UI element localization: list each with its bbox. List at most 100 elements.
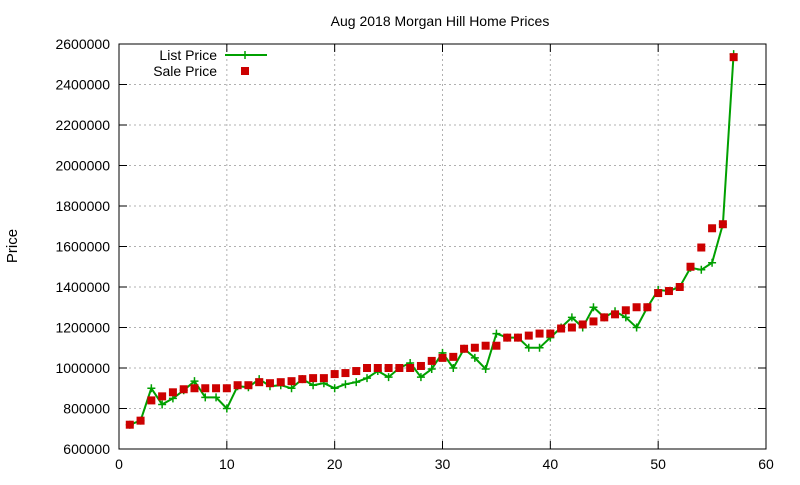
y-tick-label: 1200000 xyxy=(55,320,110,336)
list-price-point xyxy=(190,377,199,386)
list-price-series xyxy=(125,50,738,429)
sale-price-point xyxy=(718,220,727,229)
x-tick-label: 50 xyxy=(650,456,666,472)
list-price-point xyxy=(384,373,393,382)
x-tick-label: 60 xyxy=(758,456,774,472)
list-price-point xyxy=(341,380,350,389)
sale-price-point xyxy=(438,353,447,362)
list-price-point xyxy=(416,373,425,382)
sale-price-point xyxy=(449,352,458,361)
sale-price-point xyxy=(470,343,479,352)
y-tick-label: 2200000 xyxy=(55,117,110,133)
list-price-point xyxy=(147,384,156,393)
y-tick-label: 600000 xyxy=(63,441,110,457)
x-tick-label: 40 xyxy=(543,456,559,472)
sale-price-point xyxy=(341,369,350,378)
sale-price-point xyxy=(244,381,253,390)
sale-price-point xyxy=(686,262,695,271)
sale-price-point xyxy=(384,364,393,372)
sale-price-point xyxy=(309,374,318,383)
sale-price-point xyxy=(481,341,490,350)
list-price-point xyxy=(449,364,458,372)
sale-price-point xyxy=(729,53,738,62)
list-price-point xyxy=(535,343,544,352)
sale-price-point xyxy=(621,306,630,315)
sale-price-point xyxy=(298,375,307,384)
sale-price-point xyxy=(589,317,598,326)
y-tick-label: 1600000 xyxy=(55,239,110,255)
list-price-point xyxy=(589,303,598,312)
list-price-point xyxy=(212,393,221,402)
legend-list-price-marker xyxy=(241,51,249,59)
sale-price-point xyxy=(125,420,134,429)
y-tick-label: 1800000 xyxy=(55,198,110,214)
sale-price-point xyxy=(600,313,609,322)
list-price-point xyxy=(363,374,372,383)
sale-price-point xyxy=(147,396,156,405)
sale-price-point xyxy=(578,320,587,329)
sale-price-point xyxy=(632,303,641,312)
sale-price-point xyxy=(524,331,533,340)
sale-price-point xyxy=(179,385,188,394)
sale-price-point xyxy=(190,384,199,393)
list-price-point xyxy=(470,353,479,362)
axes: 600000 800000 1000000 1200000 1400000 1600000… xyxy=(55,36,774,472)
sale-price-point xyxy=(287,377,296,386)
x-tick-label: 30 xyxy=(435,456,451,472)
sale-price-point xyxy=(557,324,566,333)
sale-price-point xyxy=(222,384,231,393)
x-tick-label: 10 xyxy=(219,456,235,472)
sale-price-point xyxy=(352,367,361,376)
sale-price-point xyxy=(416,361,425,370)
sale-price-point xyxy=(535,329,544,338)
sale-price-point xyxy=(363,364,372,372)
sale-price-point xyxy=(395,364,404,372)
sale-price-series xyxy=(125,53,738,429)
sale-price-point xyxy=(212,384,221,393)
list-price-point xyxy=(492,329,501,338)
sale-price-point xyxy=(513,333,522,342)
list-price-point xyxy=(287,384,296,393)
list-price-point xyxy=(697,265,706,274)
list-price-point xyxy=(427,365,436,374)
sale-price-point xyxy=(330,370,339,379)
list-price-point xyxy=(621,313,630,322)
y-tick-label: 2400000 xyxy=(55,77,110,93)
sale-price-point xyxy=(168,388,177,397)
sale-price-point xyxy=(611,310,620,319)
x-tick-label: 0 xyxy=(115,456,123,472)
list-price-point xyxy=(524,343,533,352)
sale-price-point xyxy=(233,381,242,390)
list-price-point xyxy=(222,404,231,413)
list-price-point xyxy=(481,365,490,374)
sale-price-point xyxy=(492,341,501,350)
list-price-point xyxy=(708,258,717,267)
list-price-point xyxy=(309,381,318,390)
list-price-point xyxy=(567,313,576,322)
legend: List Price Sale Price xyxy=(153,47,267,79)
sale-price-point xyxy=(654,289,663,298)
sale-price-point xyxy=(503,333,512,342)
y-tick-label: 1400000 xyxy=(55,279,110,295)
sale-price-point xyxy=(265,379,274,388)
x-tick-label: 20 xyxy=(327,456,343,472)
sale-price-point xyxy=(546,329,555,338)
sale-price-point xyxy=(460,344,469,353)
sale-price-point xyxy=(406,364,415,372)
list-price-point xyxy=(352,378,361,387)
sale-price-point xyxy=(136,416,145,425)
sale-price-point xyxy=(708,224,717,233)
sale-price-point xyxy=(697,243,706,252)
sale-price-point xyxy=(201,384,210,393)
chart-title: Aug 2018 Morgan Hill Home Prices xyxy=(331,13,550,29)
sale-price-point xyxy=(158,392,167,401)
sale-price-point xyxy=(276,378,285,387)
sale-price-point xyxy=(373,364,382,372)
y-axis-label: Price xyxy=(4,229,21,263)
list-price-point xyxy=(158,400,167,409)
sale-price-point xyxy=(567,323,576,332)
y-tick-label: 2600000 xyxy=(55,36,110,52)
legend-sale-price-label: Sale Price xyxy=(153,63,217,79)
